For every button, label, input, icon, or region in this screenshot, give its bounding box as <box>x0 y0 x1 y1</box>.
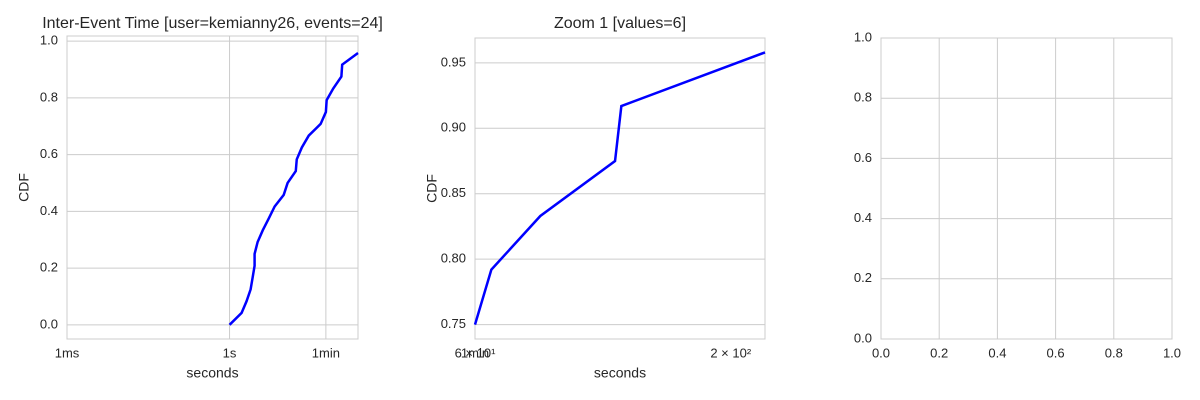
x-tick-label: 1min <box>461 345 489 360</box>
y-tick-label: 0.8 <box>40 89 58 104</box>
chart-title: Inter-Event Time [user=kemianny26, event… <box>42 15 383 32</box>
y-tick-label: 0.6 <box>40 146 58 161</box>
y-tick-label: 0.90 <box>441 120 466 135</box>
y-axis-label: CDF <box>424 174 440 203</box>
y-tick-label: 0.2 <box>40 260 58 275</box>
y-tick-label: 0.8 <box>854 90 872 105</box>
y-tick-label: 1.0 <box>40 33 58 48</box>
cdf-line <box>473 51 766 325</box>
x-axis-label: seconds <box>186 365 238 381</box>
x-tick-label: 2 × 10² <box>710 345 752 360</box>
y-tick-label: 0.6 <box>854 150 872 165</box>
x-tick-label: 6 × 10¹ <box>455 345 497 360</box>
x-tick-label: 0.4 <box>988 345 1006 360</box>
x-tick-label: 1min <box>312 345 340 360</box>
chart-title: Zoom 1 [values=6] <box>554 15 686 32</box>
y-tick-label: 0.2 <box>854 270 872 285</box>
x-axis-label: seconds <box>594 365 646 381</box>
y-tick-label: 0.75 <box>441 316 466 331</box>
y-tick-label: 0.80 <box>441 251 466 266</box>
x-tick-label: 1.0 <box>1163 345 1181 360</box>
y-tick-label: 0.85 <box>441 185 466 200</box>
plot-area <box>474 37 766 340</box>
x-tick-label: 1s <box>223 345 237 360</box>
x-tick-label: 0.6 <box>1047 345 1065 360</box>
plot-area <box>880 37 1173 340</box>
plot-area <box>66 35 359 340</box>
y-tick-label: 0.95 <box>441 54 466 69</box>
y-tick-label: 0.4 <box>854 210 872 225</box>
y-axis-label: CDF <box>16 173 32 202</box>
y-tick-label: 0.4 <box>40 203 58 218</box>
x-tick-label: 0.2 <box>930 345 948 360</box>
y-tick-label: 1.0 <box>854 29 872 44</box>
x-tick-label: 0.0 <box>872 345 890 360</box>
x-tick-label: 1ms <box>55 345 80 360</box>
y-tick-label: 0.0 <box>854 330 872 345</box>
cdf-line <box>228 52 359 326</box>
x-tick-label: 0.8 <box>1105 345 1123 360</box>
y-tick-label: 0.0 <box>40 316 58 331</box>
